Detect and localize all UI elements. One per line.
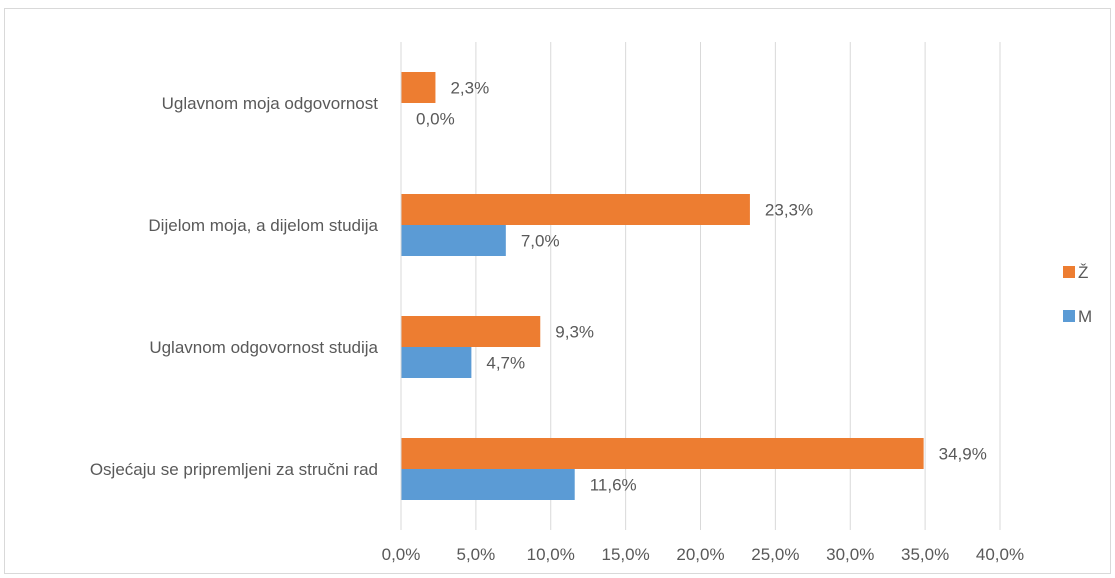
- bar-m: [401, 225, 506, 256]
- bar-m: [401, 469, 575, 500]
- chart-frame: [4, 8, 1111, 574]
- category-label: Dijelom moja, a dijelom studija: [148, 216, 378, 235]
- x-tick-label: 30,0%: [826, 545, 874, 564]
- x-tick-label: 20,0%: [676, 545, 724, 564]
- data-label: 4,7%: [486, 354, 525, 373]
- legend-label: M: [1078, 307, 1092, 326]
- legend-swatch: [1063, 266, 1075, 278]
- data-label: 9,3%: [555, 323, 594, 342]
- category-label: Uglavnom moja odgovornost: [162, 94, 379, 113]
- data-label: 34,9%: [939, 445, 987, 464]
- bar-m: [401, 347, 472, 378]
- category-label: Uglavnom odgovornost studija: [149, 338, 378, 357]
- legend-label: Ž: [1078, 263, 1088, 282]
- data-label: 11,6%: [590, 476, 637, 495]
- data-label: 0,0%: [416, 110, 455, 129]
- data-label: 7,0%: [521, 232, 560, 251]
- x-tick-label: 25,0%: [751, 545, 799, 564]
- bar-zh: [401, 438, 924, 469]
- data-label: 23,3%: [765, 201, 813, 220]
- x-tick-label: 0,0%: [382, 545, 421, 564]
- data-label: 2,3%: [450, 79, 489, 98]
- bar-zh: [401, 72, 436, 103]
- x-tick-label: 35,0%: [901, 545, 949, 564]
- bar-zh: [401, 316, 541, 347]
- x-tick-label: 15,0%: [602, 545, 650, 564]
- legend-swatch: [1063, 310, 1075, 322]
- category-label: Osjećaju se pripremljeni za stručni rad: [90, 460, 378, 479]
- x-tick-label: 40,0%: [976, 545, 1024, 564]
- bar-zh: [401, 194, 750, 225]
- x-tick-label: 10,0%: [527, 545, 575, 564]
- x-tick-label: 5,0%: [457, 545, 496, 564]
